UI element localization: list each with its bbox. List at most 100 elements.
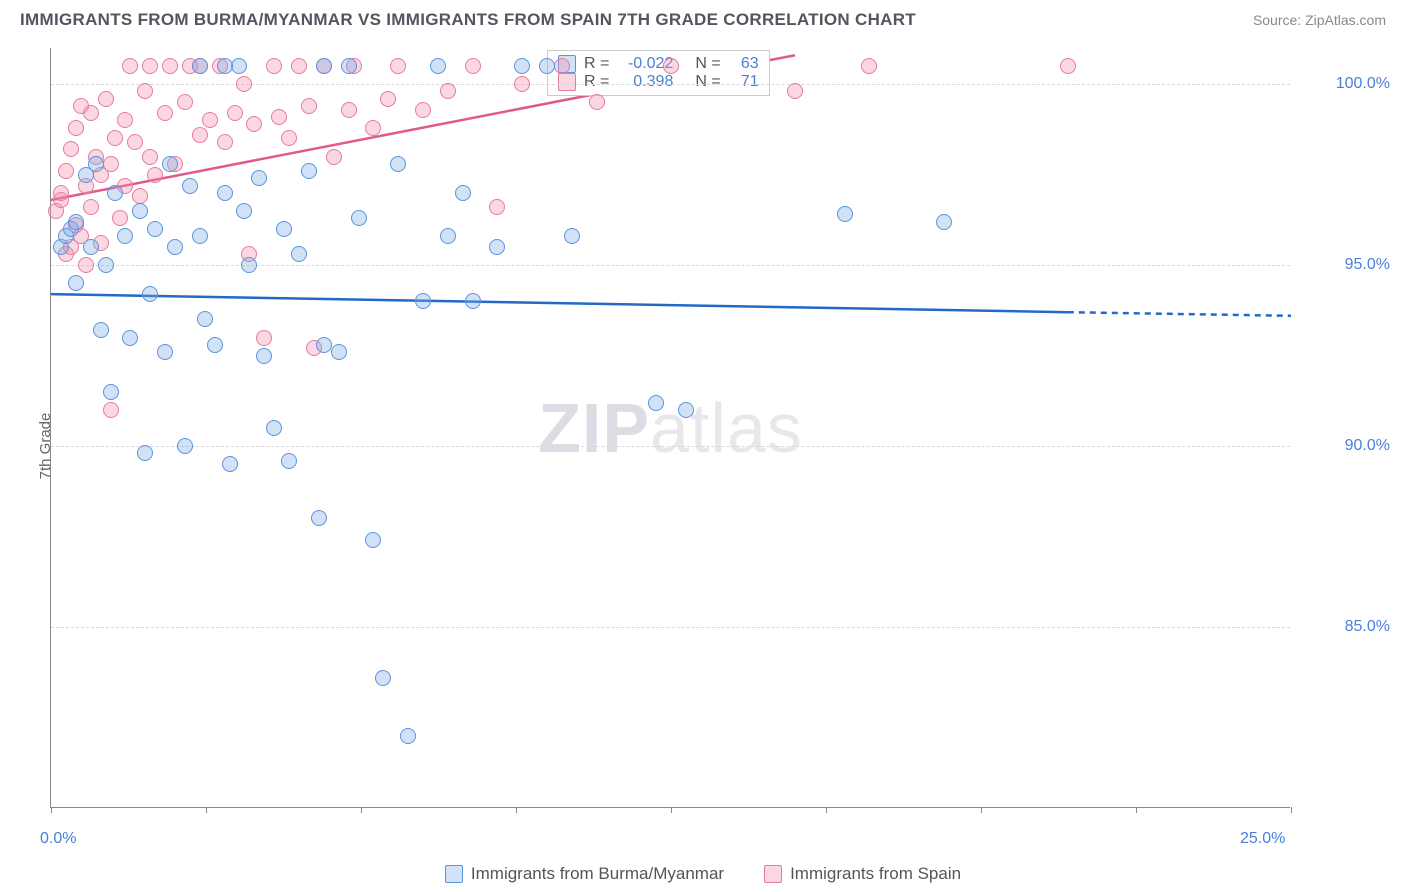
scatter-point: [380, 91, 396, 107]
scatter-point: [177, 438, 193, 454]
scatter-point: [440, 83, 456, 99]
x-tick-mark: [981, 807, 982, 813]
scatter-point: [678, 402, 694, 418]
legend-swatch-spain: [764, 865, 782, 883]
scatter-point: [1060, 58, 1076, 74]
scatter-point: [341, 102, 357, 118]
scatter-point: [192, 127, 208, 143]
trend-lines: [51, 48, 1290, 807]
x-tick-mark: [1291, 807, 1292, 813]
scatter-point: [246, 116, 262, 132]
scatter-point: [301, 163, 317, 179]
scatter-point: [241, 257, 257, 273]
legend-item-burma: Immigrants from Burma/Myanmar: [445, 864, 724, 884]
x-tick-label: 0.0%: [40, 830, 76, 848]
x-tick-mark: [671, 807, 672, 813]
chart-plot-area: ZIPatlas R =-0.022N =63R =0.398N =71 85.…: [50, 48, 1290, 808]
scatter-point: [465, 293, 481, 309]
scatter-point: [351, 210, 367, 226]
scatter-point: [217, 134, 233, 150]
scatter-point: [117, 112, 133, 128]
legend-stat-row: R =0.398N =71: [558, 73, 759, 91]
scatter-point: [217, 185, 233, 201]
scatter-point: [98, 257, 114, 273]
chart-source: Source: ZipAtlas.com: [1253, 12, 1386, 28]
x-tick-mark: [51, 807, 52, 813]
scatter-point: [93, 322, 109, 338]
scatter-point: [539, 58, 555, 74]
scatter-point: [202, 112, 218, 128]
scatter-point: [63, 141, 79, 157]
scatter-point: [83, 105, 99, 121]
x-tick-label: 25.0%: [1240, 830, 1285, 848]
scatter-point: [271, 109, 287, 125]
legend-label: Immigrants from Spain: [790, 864, 961, 884]
scatter-point: [281, 453, 297, 469]
scatter-point: [122, 58, 138, 74]
scatter-point: [266, 58, 282, 74]
scatter-point: [589, 94, 605, 110]
legend-stat-row: R =-0.022N =63: [558, 55, 759, 73]
scatter-point: [430, 58, 446, 74]
scatter-point: [83, 239, 99, 255]
scatter-point: [192, 58, 208, 74]
scatter-point: [222, 456, 238, 472]
legend-label: Immigrants from Burma/Myanmar: [471, 864, 724, 884]
legend-item-spain: Immigrants from Spain: [764, 864, 961, 884]
scatter-point: [68, 214, 84, 230]
scatter-point: [107, 130, 123, 146]
gridline: [51, 446, 1290, 447]
scatter-point: [103, 384, 119, 400]
scatter-point: [316, 58, 332, 74]
scatter-point: [861, 58, 877, 74]
scatter-point: [554, 58, 570, 74]
scatter-point: [98, 91, 114, 107]
scatter-point: [68, 275, 84, 291]
scatter-point: [162, 156, 178, 172]
scatter-point: [103, 402, 119, 418]
scatter-point: [564, 228, 580, 244]
scatter-point: [514, 58, 530, 74]
scatter-point: [88, 156, 104, 172]
x-tick-mark: [361, 807, 362, 813]
x-tick-mark: [1136, 807, 1137, 813]
scatter-point: [68, 120, 84, 136]
scatter-point: [192, 228, 208, 244]
scatter-point: [167, 239, 183, 255]
scatter-point: [375, 670, 391, 686]
scatter-point: [58, 163, 74, 179]
scatter-point: [489, 199, 505, 215]
scatter-point: [137, 83, 153, 99]
chart-title: IMMIGRANTS FROM BURMA/MYANMAR VS IMMIGRA…: [20, 10, 916, 30]
scatter-point: [266, 420, 282, 436]
scatter-point: [127, 134, 143, 150]
y-tick-label: 100.0%: [1300, 75, 1390, 93]
scatter-point: [231, 58, 247, 74]
scatter-point: [83, 199, 99, 215]
scatter-point: [331, 344, 347, 360]
y-tick-label: 90.0%: [1300, 437, 1390, 455]
scatter-point: [142, 58, 158, 74]
scatter-point: [648, 395, 664, 411]
scatter-point: [316, 337, 332, 353]
scatter-point: [936, 214, 952, 230]
scatter-point: [147, 167, 163, 183]
gridline: [51, 265, 1290, 266]
scatter-point: [122, 330, 138, 346]
scatter-point: [251, 170, 267, 186]
scatter-point: [440, 228, 456, 244]
gridline: [51, 627, 1290, 628]
scatter-point: [227, 105, 243, 121]
y-tick-label: 95.0%: [1300, 256, 1390, 274]
series-legend: Immigrants from Burma/Myanmar Immigrants…: [0, 864, 1406, 884]
scatter-point: [162, 58, 178, 74]
scatter-point: [137, 445, 153, 461]
scatter-point: [415, 293, 431, 309]
x-tick-mark: [206, 807, 207, 813]
correlation-legend: R =-0.022N =63R =0.398N =71: [547, 50, 770, 96]
scatter-point: [365, 120, 381, 136]
scatter-point: [663, 58, 679, 74]
scatter-point: [78, 257, 94, 273]
y-tick-label: 85.0%: [1300, 618, 1390, 636]
scatter-point: [787, 83, 803, 99]
